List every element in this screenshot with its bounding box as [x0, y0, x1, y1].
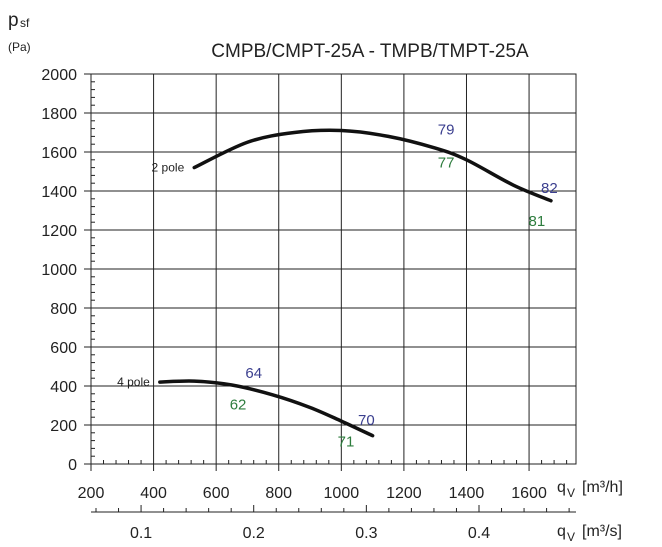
y-tick-label: 1200 — [41, 223, 77, 240]
curve-annotation: 82 — [541, 180, 558, 197]
series-4-pole-curve — [158, 379, 375, 438]
y-axis-symbol-sub: sf — [20, 16, 30, 30]
x-axis-label-top: q V [m³/h] — [557, 479, 623, 500]
grid — [90, 73, 577, 465]
y-tick-label: 600 — [50, 340, 77, 357]
curve-annotation: 71 — [338, 433, 355, 450]
x2-tick-label: 0.4 — [468, 525, 490, 542]
x-tick-label: 1600 — [511, 485, 547, 502]
series-4-pole-label: 4 pole — [117, 375, 150, 389]
curve-annotation: 70 — [358, 412, 375, 429]
series-2-pole-label: 2 pole — [152, 161, 185, 175]
x-tick-label: 400 — [140, 485, 167, 502]
x-tick-label: 1200 — [386, 485, 422, 502]
y-tick-label: 1800 — [41, 106, 77, 123]
y-axis-label: p sf (Pa) — [8, 10, 31, 54]
y-tick-label: 1400 — [41, 184, 77, 201]
x-axis-symbol-sub: V — [567, 486, 575, 500]
curve-annotation: 77 — [438, 155, 455, 172]
y-tick-label: 400 — [50, 379, 77, 396]
x2-tick-label: 0.2 — [243, 525, 265, 542]
x-axis-unit: [m³/h] — [582, 479, 623, 496]
x-tick-label: 800 — [265, 485, 292, 502]
x2-tick-label: 0.1 — [130, 525, 152, 542]
labels-group: 0200400600800100012001400160018002000200… — [41, 67, 557, 542]
x-axis-symbol: q — [557, 479, 566, 496]
x2-axis-symbol-sub: V — [567, 530, 575, 544]
x-tick-label: 600 — [203, 485, 230, 502]
y-axis-symbol: p — [8, 10, 19, 31]
x-tick-label: 200 — [78, 485, 105, 502]
y-tick-label: 200 — [50, 418, 77, 435]
series-2-pole-curve — [192, 128, 553, 203]
curve-annotation: 81 — [529, 213, 546, 230]
y-tick-label: 800 — [50, 301, 77, 318]
x2-tick-label: 0.3 — [355, 525, 377, 542]
x2-axis-unit: [m³/s] — [582, 523, 622, 540]
y-tick-label: 1000 — [41, 262, 77, 279]
series-group — [158, 128, 553, 438]
curve-annotation: 79 — [438, 121, 455, 138]
curve-annotation: 64 — [245, 365, 262, 382]
chart-title: CMPB/CMPT-25A - TMPB/TMPT-25A — [211, 41, 529, 62]
curve-annotation: 62 — [230, 396, 247, 413]
y-axis-unit: (Pa) — [8, 40, 31, 54]
y-tick-label: 2000 — [41, 67, 77, 84]
y-tick-label: 0 — [68, 457, 77, 474]
axes — [84, 73, 576, 513]
y-tick-label: 1600 — [41, 145, 77, 162]
x-tick-label: 1400 — [449, 485, 485, 502]
x2-axis-symbol: q — [557, 523, 566, 540]
x-axis-label-bottom: q V [m³/s] — [557, 523, 622, 544]
x-tick-label: 1000 — [324, 485, 360, 502]
